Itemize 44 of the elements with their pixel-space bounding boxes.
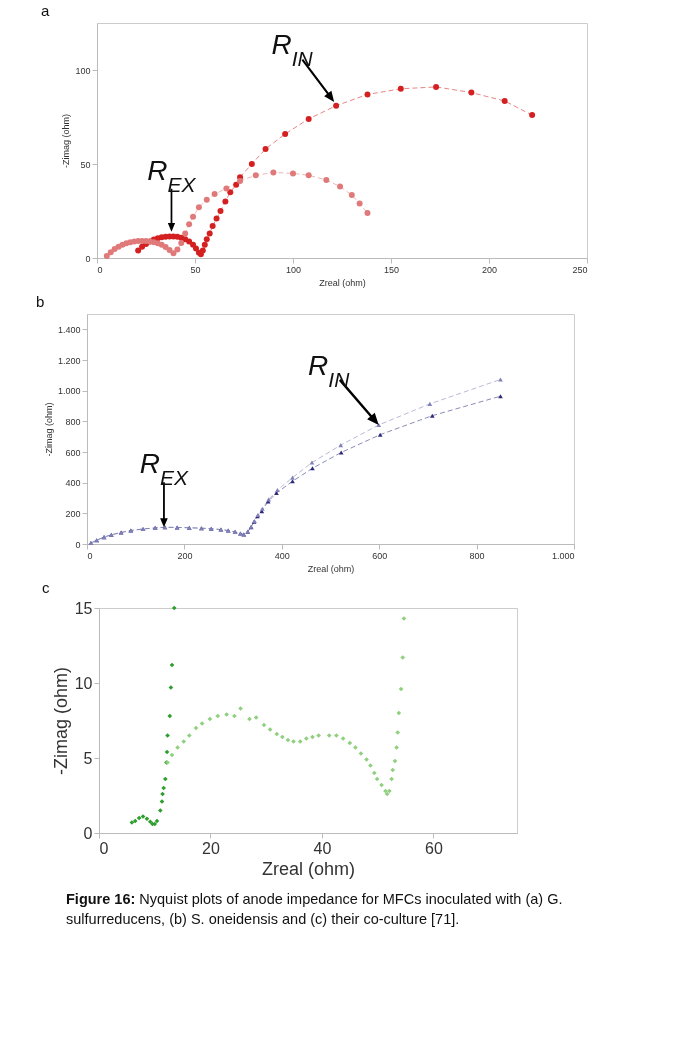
y-tick-label: 200 xyxy=(65,508,81,519)
x-tick-label: 600 xyxy=(372,550,388,561)
y-tick-label: 800 xyxy=(65,416,81,427)
x-tick-label: 150 xyxy=(383,264,400,275)
x-tick-label: 250 xyxy=(572,264,588,275)
x-tick-label: 50 xyxy=(190,264,201,275)
y-tick-label: 0 xyxy=(85,253,91,264)
y-tick-label: 0 xyxy=(75,539,81,550)
x-tick-label: 200 xyxy=(177,550,193,561)
x-tick-label: 60 xyxy=(425,839,443,857)
annotation: R$_{IN}$ xyxy=(271,28,314,70)
annotation: R$_{EX}$ xyxy=(147,154,197,196)
x-tick-label: 40 xyxy=(313,839,332,857)
y-tick-label: 0 xyxy=(83,824,93,842)
x-tick-label: 20 xyxy=(202,839,220,857)
y-tick-label: 50 xyxy=(80,159,91,170)
x-tick-label: 100 xyxy=(285,264,302,275)
y-tick-label: 5 xyxy=(83,749,93,767)
y-tick-label: 10 xyxy=(74,674,93,692)
x-tick-label: 0 xyxy=(99,839,109,857)
chart-title: b xyxy=(36,293,45,310)
annotation: R$_{EX}$ xyxy=(139,448,190,489)
y-tick-label: 1.200 xyxy=(57,355,81,366)
x-tick-label: 800 xyxy=(469,550,485,561)
x-axis-title: Zreal (ohm) xyxy=(307,563,355,574)
x-tick-label: 200 xyxy=(481,264,498,275)
chart-title: c xyxy=(42,579,50,596)
x-axis-title: Zreal (ohm) xyxy=(261,858,356,879)
y-tick-label: 100 xyxy=(75,65,91,76)
y-tick-label: 1.400 xyxy=(57,324,81,335)
y-axis-title: -Zimag (ohm) xyxy=(50,666,71,776)
y-tick-label: 1.000 xyxy=(57,386,81,397)
chart-title: a xyxy=(41,2,50,19)
y-axis-title: -Zimag (ohm) xyxy=(43,402,54,457)
annotation: R$_{IN}$ xyxy=(308,350,351,391)
y-tick-label: 400 xyxy=(65,478,81,489)
x-axis-title: Zreal (ohm) xyxy=(319,277,366,288)
x-tick-label: 0 xyxy=(97,264,103,275)
y-axis-title: -Zimag (ohm) xyxy=(61,113,72,169)
x-tick-label: 1.000 xyxy=(551,550,575,561)
caption: Figure 16: Nyquist plots of anode impedance for MFCs inoculated with (a) G. sulfurreducens, (b) S. oneidensis and (c) their co-culture [71]. xyxy=(66,890,564,929)
y-tick-label: 600 xyxy=(65,447,81,458)
x-tick-label: 400 xyxy=(274,550,290,561)
y-tick-label: 15 xyxy=(74,599,93,617)
